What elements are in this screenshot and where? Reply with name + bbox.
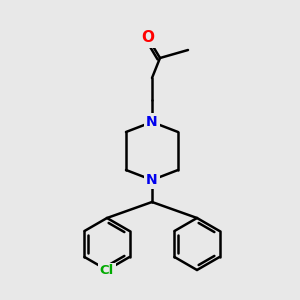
Text: N: N [146,115,158,129]
Text: N: N [146,173,158,187]
Text: O: O [142,31,154,46]
Text: Cl: Cl [100,265,114,278]
